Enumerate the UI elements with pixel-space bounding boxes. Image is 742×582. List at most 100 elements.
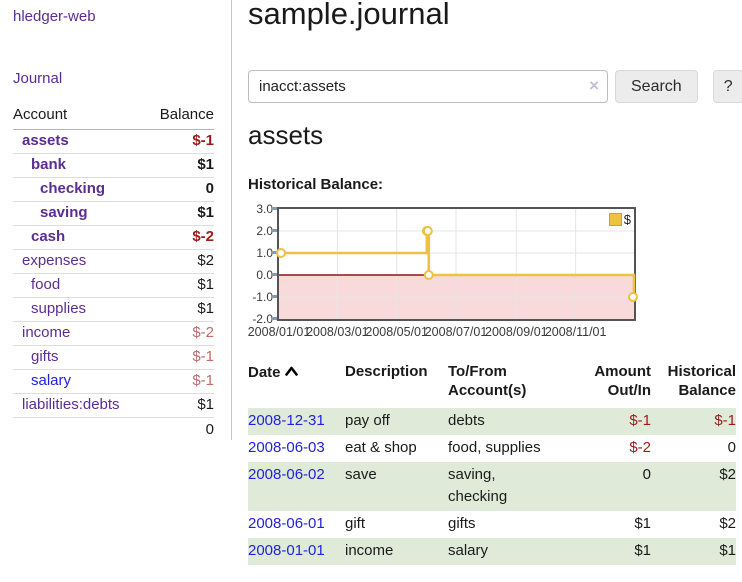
transaction-amount: $1 (561, 538, 651, 565)
clear-search-icon[interactable]: × (589, 76, 599, 95)
account-row: liabilities:debts $1 (13, 393, 214, 418)
transaction-accounts: debts (448, 408, 561, 435)
transaction-date-link[interactable]: 2008-06-01 (248, 515, 325, 532)
search-button[interactable]: Search (615, 70, 698, 103)
transaction-balance: $-1 (651, 408, 736, 435)
historical-balance-chart: 3.0 2.0 1.0 0.0 -1.0 -2.0 $ 2008/01/01 2008/03… (248, 200, 668, 350)
transaction-description: gift (345, 515, 366, 532)
help-button[interactable]: ? (712, 70, 742, 103)
accounts-tbody: assets $-1 bank $1 checking 0 saving $1 … (13, 129, 214, 418)
account-balance: 0 (146, 177, 214, 202)
transaction-date-link[interactable]: 2008-06-03 (248, 439, 325, 456)
register-tbody: 2008-12-31 pay off debts $-1 $-1 2008-06… (248, 408, 736, 565)
account-row: gifts $-1 (13, 345, 214, 370)
register-row: 2008-06-03 eat & shop food, supplies $-2… (248, 435, 736, 462)
sidebar: hledger-web Journal Account Balance asse… (0, 0, 232, 442)
accounts-total-row: 0 (13, 417, 214, 442)
account-link[interactable]: cash (31, 228, 66, 245)
account-row: checking 0 (13, 177, 214, 202)
account-link[interactable]: salary (31, 372, 72, 389)
main-content: sample.journal × Search ? assets Histori… (248, 0, 742, 582)
account-row: cash $-2 (13, 225, 214, 250)
account-link[interactable]: expenses (22, 252, 87, 269)
account-balance: $-1 (146, 345, 214, 370)
register-header-row: Date Description To/From Account(s) Amou… (248, 362, 736, 408)
transaction-balance: 0 (727, 439, 736, 456)
account-row: salary $-1 (13, 369, 214, 394)
account-balance: $1 (146, 153, 214, 178)
transaction-balance: $2 (719, 515, 736, 532)
account-link[interactable]: liabilities:debts (22, 396, 120, 413)
search-input[interactable] (248, 70, 608, 103)
transaction-date-link[interactable]: 2008-12-31 (248, 412, 325, 429)
transaction-description: eat & shop (345, 439, 417, 456)
transaction-date-link[interactable]: 2008-01-01 (248, 542, 325, 559)
transaction-date-link[interactable]: 2008-06-02 (248, 466, 325, 483)
app-brand-link[interactable]: hledger-web (13, 8, 96, 25)
search-box: × (248, 70, 608, 103)
transaction-amount: $-1 (561, 408, 651, 435)
account-link[interactable]: gifts (31, 348, 59, 365)
register-row: 2008-12-31 pay off debts $-1 $-1 (248, 408, 736, 435)
register-table: Date Description To/From Account(s) Amou… (248, 362, 736, 565)
account-link[interactable]: saving (40, 204, 88, 221)
register-row: 2008-01-01 income salary $1 $1 (248, 538, 736, 565)
accounts-header-account: Account (13, 106, 147, 130)
account-row: bank $1 (13, 153, 214, 178)
column-header-amount: Amount Out/In (594, 363, 651, 399)
transaction-balance: $1 (651, 538, 736, 565)
column-header-balance: Historical Balance (667, 363, 736, 399)
register-heading: assets (248, 120, 324, 150)
chart-legend: $ (607, 211, 632, 228)
account-row: assets $-1 (13, 129, 214, 154)
register-row: 2008-06-02 save saving, checking 0 $2 (248, 462, 736, 511)
legend-label: $ (623, 212, 631, 227)
search-row: × Search ? (248, 70, 742, 103)
account-row: food $1 (13, 273, 214, 298)
account-link[interactable]: checking (40, 180, 106, 197)
account-balance: $-1 (146, 369, 214, 394)
transaction-amount: 0 (561, 462, 651, 511)
transaction-description: pay off (345, 408, 448, 435)
account-balance: $-2 (146, 225, 214, 250)
transaction-amount: $-2 (629, 439, 651, 456)
accounts-header-balance: Balance (146, 106, 214, 130)
account-link[interactable]: bank (31, 156, 67, 173)
column-header-accounts: To/From Account(s) (448, 363, 527, 399)
account-row: saving $1 (13, 201, 214, 226)
legend-swatch-icon (608, 213, 622, 226)
account-link[interactable]: income (22, 324, 71, 341)
account-row: supplies $1 (13, 297, 214, 322)
column-header-description: Description (345, 363, 428, 380)
account-balance: $1 (146, 273, 214, 298)
transaction-accounts: saving, checking (448, 462, 561, 511)
transaction-accounts: food, supplies (448, 439, 541, 456)
transaction-description: save (345, 462, 448, 511)
page-title: sample.journal (248, 0, 450, 31)
chart-plot-area: $ (276, 207, 638, 321)
accounts-total-balance: 0 (146, 417, 214, 442)
account-link[interactable]: assets (22, 132, 69, 149)
transaction-accounts: gifts (448, 515, 476, 532)
transaction-balance: $2 (651, 462, 736, 511)
transaction-amount: $1 (634, 515, 651, 532)
account-row: expenses $2 (13, 249, 214, 274)
transaction-accounts: salary (448, 538, 561, 565)
register-row: 2008-06-01 gift gifts $1 $2 (248, 511, 736, 538)
chart-y-axis: 3.0 2.0 1.0 0.0 -1.0 -2.0 (248, 200, 668, 350)
account-balance: $1 (146, 297, 214, 322)
account-link[interactable]: food (31, 276, 61, 293)
sort-asc-icon (284, 362, 298, 381)
chart-x-axis: 2008/01/01 2008/03/01 2008/05/01 2008/07/01… (247, 325, 607, 339)
account-balance: $1 (146, 201, 214, 226)
chart-title: Historical Balance: (248, 176, 384, 193)
account-link[interactable]: supplies (31, 300, 87, 317)
chart-canvas (276, 209, 638, 319)
account-balance: $-2 (146, 321, 214, 346)
account-balance: $1 (146, 393, 214, 418)
accounts-table: Account Balance assets $-1 bank $1 check… (13, 106, 214, 442)
nav-journal-link[interactable]: Journal (13, 70, 63, 87)
column-header-date[interactable]: Date (248, 362, 345, 408)
account-balance: $-1 (146, 129, 214, 154)
account-row: income $-2 (13, 321, 214, 346)
